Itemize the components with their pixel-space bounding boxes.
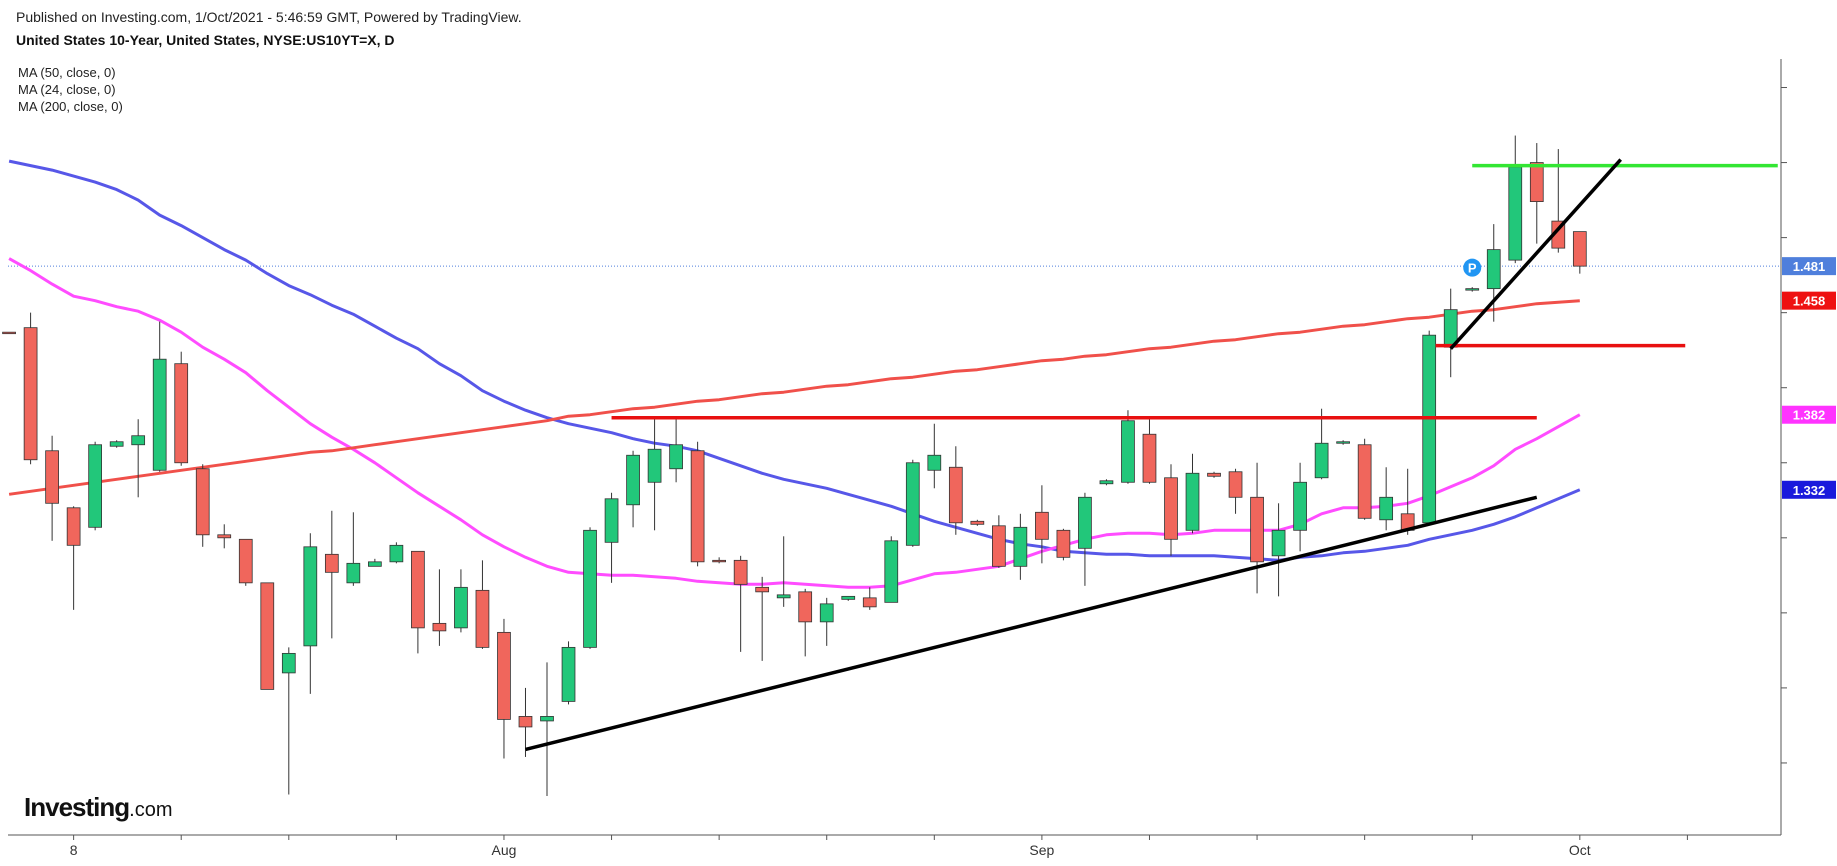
x-tick-label: Oct: [1569, 842, 1591, 858]
candle-body: [23, 327, 38, 461]
candle-body: [1078, 496, 1092, 549]
candle-body: [109, 441, 124, 447]
candle-body: [475, 589, 490, 648]
candle-body: [776, 594, 791, 599]
price-tag: [1782, 291, 1836, 310]
candle-body: [1271, 529, 1286, 557]
logo: Investing.com: [24, 792, 172, 822]
candle-body: [905, 462, 920, 546]
candle-body: [88, 444, 102, 528]
candle-body: [432, 622, 447, 632]
candle-body: [66, 507, 81, 546]
candle-body: [1056, 529, 1071, 558]
candle-body: [970, 520, 985, 525]
candle-body: [454, 586, 468, 629]
candle-body: [540, 716, 554, 722]
candle-body: [1207, 472, 1221, 477]
legend-entry: MA (24, close, 0): [18, 82, 116, 97]
x-tick-label: Sep: [1029, 842, 1054, 858]
candle-body: [992, 525, 1006, 567]
candle-body: [174, 363, 189, 464]
price-tag-label: 1.332: [1793, 483, 1826, 498]
x-tick-label: 8: [70, 842, 78, 858]
candle-body: [303, 546, 318, 647]
candle-body: [862, 597, 877, 608]
candle-body: [131, 435, 146, 446]
candle-body: [1099, 480, 1114, 485]
moving-average-line: [8, 159, 1581, 562]
price-tag: [1782, 257, 1836, 276]
candle-body: [1228, 471, 1243, 498]
candle-body: [604, 498, 619, 543]
legend-entry: MA (50, close, 0): [18, 65, 116, 80]
annotation-marker: [1463, 258, 1482, 277]
candle-body: [1465, 288, 1480, 291]
candle-body: [518, 716, 533, 728]
candle-body: [324, 553, 339, 573]
candle-body: [712, 559, 726, 563]
candle-body: [948, 466, 963, 524]
price-tag-label: 1.481: [1793, 259, 1826, 274]
candle-body: [819, 603, 834, 623]
price-tag-label: 1.382: [1793, 408, 1826, 423]
legend-entry: MA (200, close, 0): [18, 99, 123, 114]
candle-body: [798, 591, 813, 623]
candle-body: [1142, 433, 1157, 483]
candle-body: [626, 454, 640, 506]
candle-body: [1529, 162, 1544, 202]
moving-average-line: [8, 299, 1580, 496]
candle-body: [755, 586, 770, 593]
candle-body: [238, 538, 253, 584]
candle-body: [1013, 526, 1028, 567]
candle-body: [690, 450, 705, 563]
candle-body: [45, 450, 59, 504]
moving-average-line: [8, 257, 1581, 589]
drawing-line: [525, 495, 1538, 752]
header: Published on Investing.com, 1/Oct/2021 -…: [16, 9, 522, 25]
price-tag: [1782, 480, 1836, 499]
candle-body: [1486, 249, 1501, 290]
candle-body: [1572, 231, 1587, 267]
candle-body: [411, 550, 425, 629]
candle-body: [1379, 496, 1394, 521]
candle-body: [669, 444, 683, 470]
candle-body: [1121, 420, 1135, 483]
logo-suffix: .com: [129, 799, 172, 821]
candle-body: [2, 331, 16, 335]
candle-body: [647, 448, 662, 483]
drawing-line: [1449, 158, 1622, 350]
candle-body: [733, 559, 748, 585]
candle-body: [368, 561, 382, 567]
candle-body: [1508, 166, 1523, 261]
candle-body: [152, 358, 167, 471]
candle-body: [1422, 334, 1437, 524]
candle-body: [389, 544, 404, 563]
candle-body: [195, 468, 210, 536]
price-tag-label: 1.458: [1793, 294, 1826, 309]
candle-body: [1314, 442, 1329, 479]
candle-body: [1293, 481, 1307, 531]
candle-body: [497, 631, 511, 720]
candle-body: [1250, 496, 1264, 563]
candle-body: [583, 529, 597, 648]
candle-body: [841, 595, 856, 600]
candle-body: [1035, 511, 1049, 540]
candle-body: [1185, 472, 1200, 531]
x-tick-label: Aug: [492, 842, 517, 858]
annotation-text: P: [1468, 261, 1477, 276]
candle-body: [1336, 441, 1350, 444]
candle-body: [561, 646, 576, 702]
candle-body: [346, 562, 361, 584]
chart-title: United States 10-Year, United States, NY…: [16, 32, 395, 48]
candle-body: [1357, 444, 1372, 519]
candle-body: [1164, 477, 1178, 540]
candle-body: [281, 652, 296, 674]
candle-body: [260, 582, 275, 690]
candle-body: [927, 454, 942, 471]
candle-body: [217, 534, 232, 539]
logo-main: Investing: [24, 792, 129, 822]
price-tag: [1782, 405, 1836, 424]
candle-body: [884, 540, 899, 603]
